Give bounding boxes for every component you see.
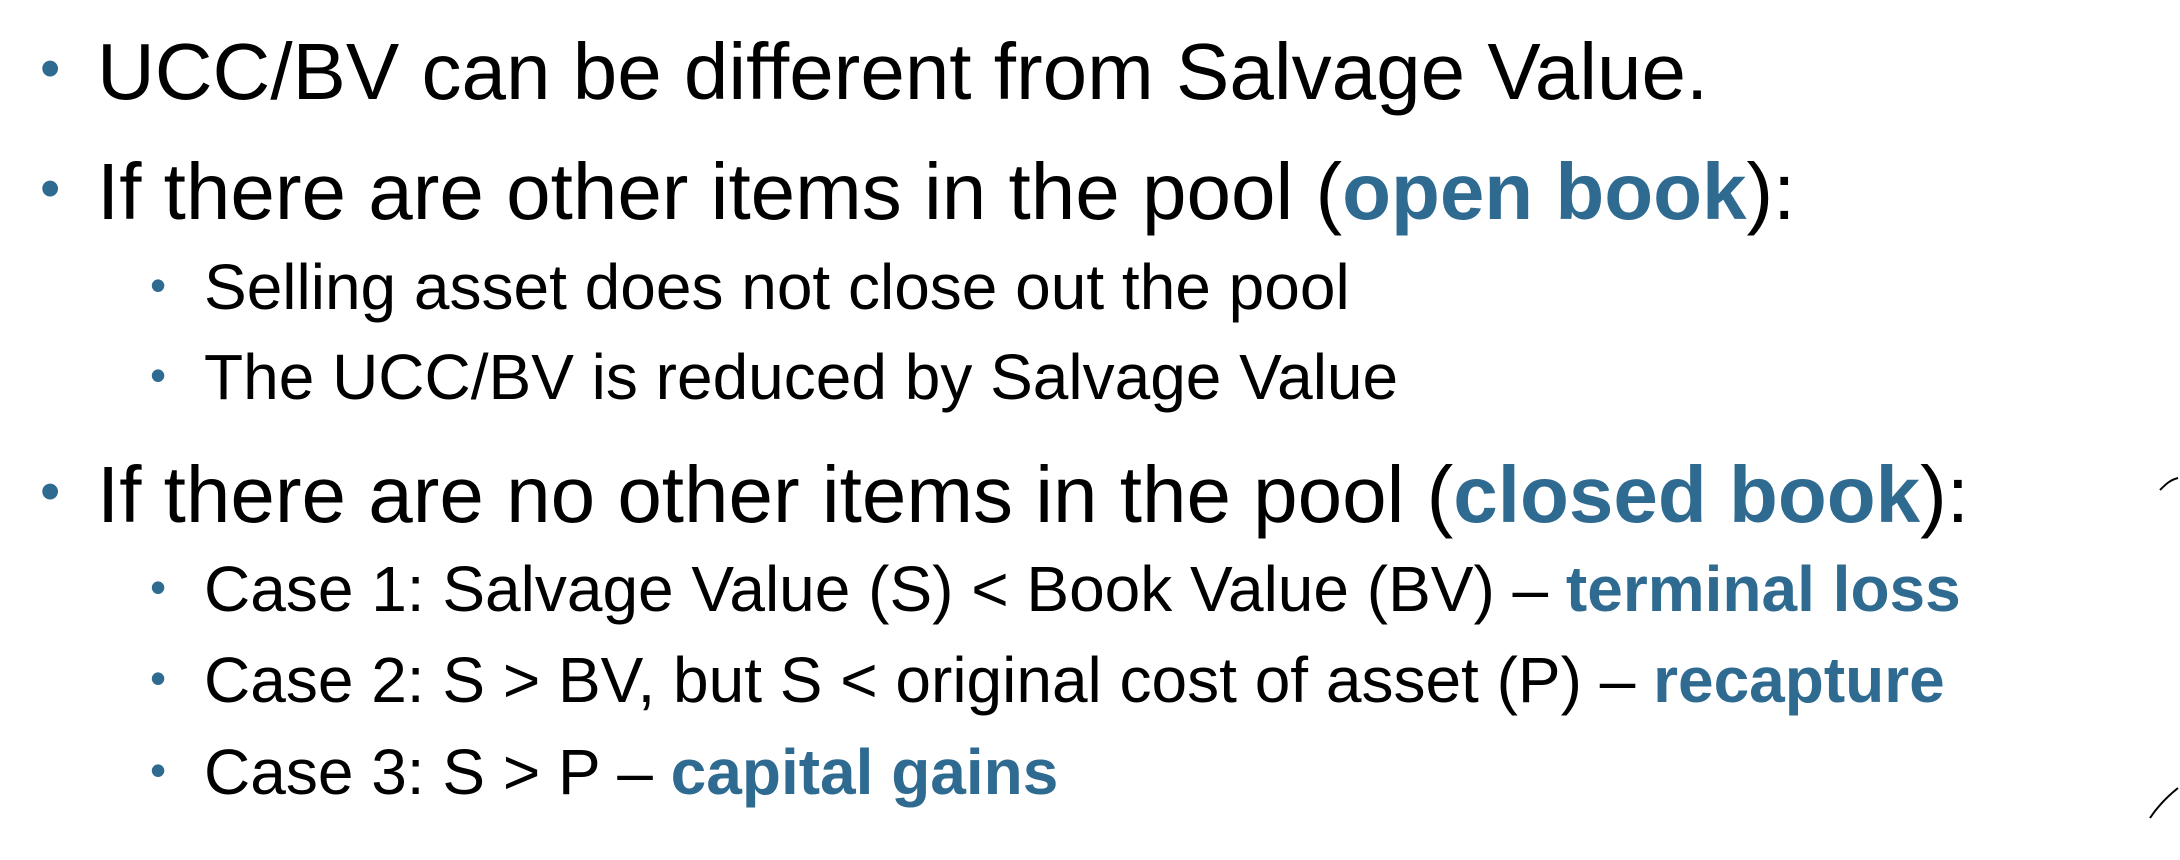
- bullet-ucc-salvage: UCC/BV can be different from Salvage Val…: [97, 32, 1708, 112]
- term-closed-book: closed book: [1453, 450, 1921, 539]
- bullet-closed-book: If there are no other items in the pool …: [97, 455, 1969, 535]
- term-open-book: open book: [1342, 147, 1747, 236]
- bullet-text: UCC/BV can be different from Salvage Val…: [97, 27, 1709, 116]
- sub-bullet-text: Case 2: S > BV, but S < original cost of…: [204, 644, 1654, 716]
- pen-annotation-icon: [2149, 477, 2179, 819]
- sub-bullet-text: Case 1: Salvage Value (S) < Book Value (…: [204, 553, 1566, 625]
- bullet-text: ):: [1920, 450, 1969, 539]
- bullet-marker: •: [40, 36, 61, 101]
- bullet-text: If there are other items in the pool (: [97, 147, 1343, 236]
- bullet-marker: •: [40, 459, 61, 524]
- sub-bullet-case-3: Case 3: S > P – capital gains: [204, 740, 1058, 804]
- bullet-open-book: If there are other items in the pool (op…: [97, 152, 1795, 232]
- sub-bullet-marker: •: [150, 744, 167, 796]
- term-recapture: recapture: [1653, 644, 1945, 716]
- bullet-text: If there are no other items in the pool …: [97, 450, 1454, 539]
- sub-bullet-marker: •: [150, 349, 167, 401]
- sub-bullet-text: Case 3: S > P –: [204, 736, 671, 808]
- sub-bullet-marker: •: [150, 652, 167, 704]
- term-capital-gains: capital gains: [670, 736, 1059, 808]
- bullet-marker: •: [40, 156, 61, 221]
- sub-bullet-marker: •: [150, 259, 167, 311]
- term-terminal-loss: terminal loss: [1565, 553, 1961, 625]
- sub-bullet-selling-asset: Selling asset does not close out the poo…: [204, 255, 1350, 319]
- bullet-text: ):: [1746, 147, 1796, 236]
- sub-bullet-text: Selling asset does not close out the poo…: [204, 251, 1350, 323]
- sub-bullet-marker: •: [150, 561, 167, 613]
- sub-bullet-case-1: Case 1: Salvage Value (S) < Book Value (…: [204, 557, 1961, 621]
- sub-bullet-ucc-reduced: The UCC/BV is reduced by Salvage Value: [204, 345, 1398, 409]
- sub-bullet-text: The UCC/BV is reduced by Salvage Value: [204, 341, 1399, 413]
- sub-bullet-case-2: Case 2: S > BV, but S < original cost of…: [204, 648, 1945, 712]
